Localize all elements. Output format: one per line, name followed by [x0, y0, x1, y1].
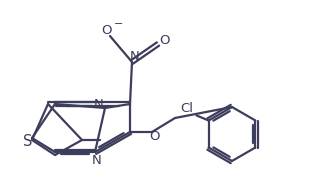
Text: −: −	[114, 19, 124, 29]
Text: N: N	[92, 153, 102, 167]
Text: O: O	[101, 24, 111, 38]
Text: O: O	[149, 130, 159, 144]
Text: N: N	[94, 98, 104, 111]
Text: S: S	[23, 135, 33, 149]
Text: Cl: Cl	[180, 102, 193, 115]
Text: N: N	[130, 50, 140, 63]
Text: O: O	[159, 35, 169, 47]
